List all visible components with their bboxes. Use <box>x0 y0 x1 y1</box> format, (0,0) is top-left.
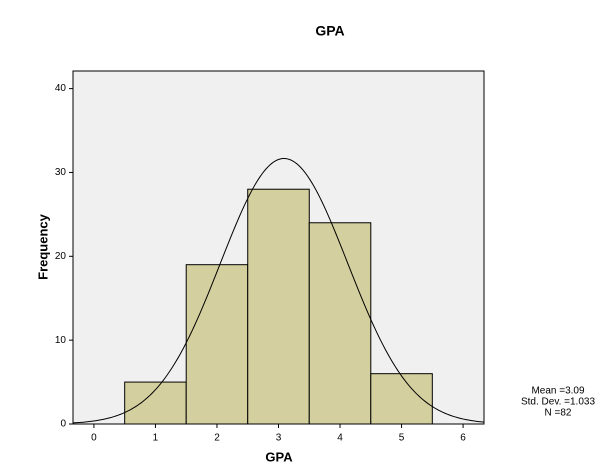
x-tick-label: 0 <box>91 433 97 444</box>
y-tick-label: 0 <box>60 419 66 430</box>
stat-label: N =82 <box>545 408 572 419</box>
bar <box>185 264 249 425</box>
y-tick-label: 30 <box>55 167 67 178</box>
normal-curve <box>72 157 485 424</box>
x-tick-label: 6 <box>460 433 466 444</box>
chart-title: GPA <box>315 23 344 39</box>
stat-label: Mean =3.09 <box>531 386 585 397</box>
y-tick-label: 10 <box>55 335 67 346</box>
x-tick-label: 3 <box>276 433 282 444</box>
y-tick-label: 20 <box>55 251 67 262</box>
stat-label: Std. Dev. =1.033 <box>521 397 595 408</box>
x-tick-label: 5 <box>399 433 405 444</box>
x-axis-label: GPA <box>265 449 293 464</box>
x-tick-label: 4 <box>337 433 343 444</box>
bar <box>247 188 310 425</box>
y-tick-label: 40 <box>55 83 67 94</box>
bar <box>370 373 433 425</box>
y-axis-label: Frequency <box>35 213 50 280</box>
x-tick-label: 1 <box>153 433 159 444</box>
x-tick-label: 2 <box>214 433 220 444</box>
bar <box>308 222 372 425</box>
bar <box>124 381 187 425</box>
